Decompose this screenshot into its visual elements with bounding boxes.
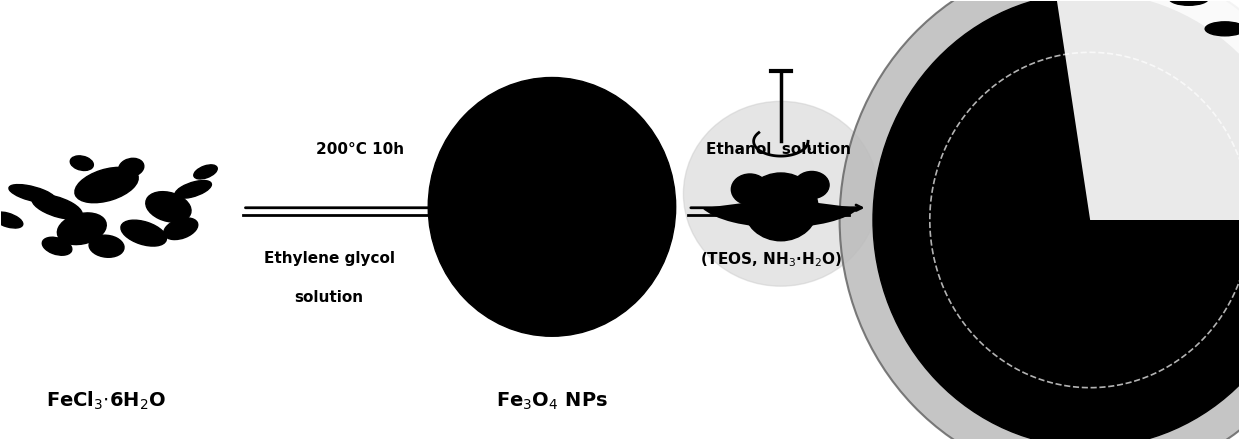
Ellipse shape [89, 235, 124, 257]
Ellipse shape [795, 172, 830, 198]
Ellipse shape [175, 180, 211, 198]
Ellipse shape [732, 174, 769, 205]
Ellipse shape [122, 220, 166, 246]
Ellipse shape [164, 218, 198, 239]
Ellipse shape [193, 165, 217, 179]
Polygon shape [1050, 0, 1240, 220]
Ellipse shape [74, 167, 138, 203]
Ellipse shape [32, 194, 82, 219]
Ellipse shape [0, 212, 22, 228]
Text: solution: solution [295, 290, 363, 305]
Ellipse shape [9, 184, 56, 203]
Text: FeCl$_3$$\cdot$6H$_2$O: FeCl$_3$$\cdot$6H$_2$O [46, 390, 166, 412]
Text: 200°C 10h: 200°C 10h [316, 142, 404, 157]
Ellipse shape [839, 0, 1240, 440]
Ellipse shape [683, 101, 878, 286]
Ellipse shape [744, 173, 818, 241]
Circle shape [1205, 22, 1240, 36]
Ellipse shape [119, 158, 144, 177]
Ellipse shape [146, 192, 191, 222]
Ellipse shape [42, 237, 72, 255]
Text: Fe$_3$O$_4$@SiO$_2$: Fe$_3$O$_4$@SiO$_2$ [1025, 390, 1154, 412]
Text: Fe$_3$O$_4$ NPs: Fe$_3$O$_4$ NPs [496, 391, 608, 412]
Ellipse shape [57, 213, 107, 245]
Text: (TEOS, NH$_3$·H$_2$O): (TEOS, NH$_3$·H$_2$O) [699, 251, 842, 269]
Circle shape [1169, 0, 1209, 5]
Ellipse shape [71, 156, 93, 170]
Wedge shape [702, 198, 859, 227]
Text: Ethylene glycol: Ethylene glycol [264, 251, 394, 266]
Text: Ethanol  solution: Ethanol solution [706, 142, 851, 157]
Ellipse shape [873, 0, 1240, 440]
Ellipse shape [428, 77, 676, 336]
